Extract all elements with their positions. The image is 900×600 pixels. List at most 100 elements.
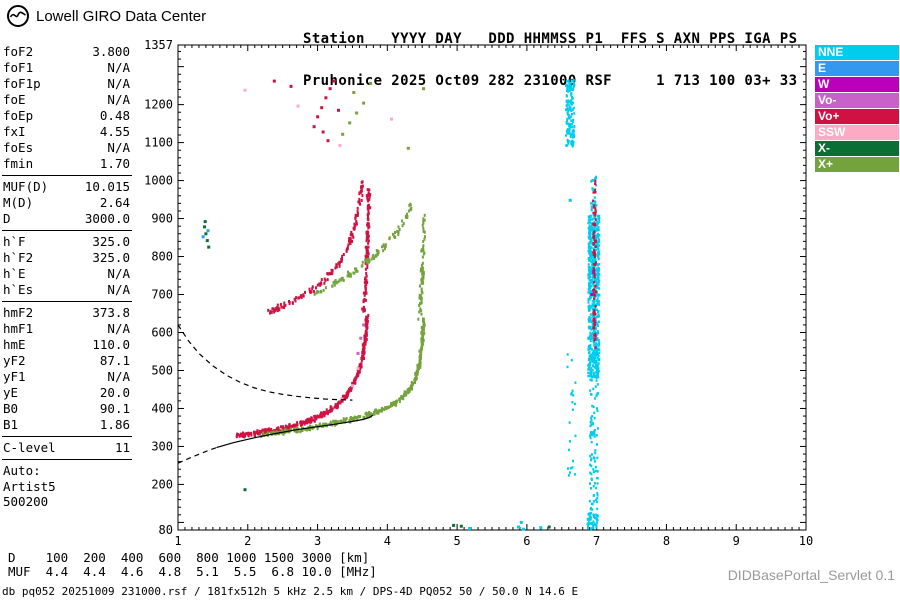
parameter-value: 11 xyxy=(114,440,130,455)
panel-separator xyxy=(2,175,132,176)
parameter-row: hmF1 N/A xyxy=(3,321,130,337)
panel-separator xyxy=(2,436,132,437)
parameter-row: B1 1.86 xyxy=(3,417,130,433)
parameter-label: h`F xyxy=(3,234,26,249)
giro-logo-text: Lowell GIRO Data Center xyxy=(36,7,207,25)
parameter-value: 4.55 xyxy=(99,124,130,139)
legend-item-ssw: SSW xyxy=(815,125,899,140)
parameter-value: 3.800 xyxy=(92,44,130,59)
parameter-row: h`E N/A xyxy=(3,266,130,282)
muf-table-distance-row: D 100 200 400 600 800 1000 1500 3000 [km… xyxy=(8,550,370,565)
polarization-legend: NNE E W Vo- Vo+ SSW X- X+ xyxy=(815,45,899,173)
y-tick-label: 1357 xyxy=(144,38,173,52)
parameter-value: 3000.0 xyxy=(84,211,130,226)
series-left-echo-blue xyxy=(201,229,210,239)
parameter-row: hmE 110.0 xyxy=(3,337,130,353)
parameter-label: foF1p xyxy=(3,76,41,91)
parameter-row: foEp 0.48 xyxy=(3,108,130,124)
parameter-label: h`F2 xyxy=(3,250,34,265)
y-tick-label: 900 xyxy=(151,212,173,226)
parameter-label: C-level xyxy=(3,440,56,455)
parameter-value: 325.0 xyxy=(92,234,130,249)
legend-item-w: W xyxy=(815,77,899,92)
parameter-value: 20.0 xyxy=(99,385,130,400)
parameter-row: yE 20.0 xyxy=(3,385,130,401)
series-interference-6.6-mhz-sparse xyxy=(566,353,577,477)
panel-separator xyxy=(2,230,132,231)
station-header-fields: Station YYYY DAY DDD HHMMSS P1 FFS S AXN… xyxy=(303,31,798,47)
parameter-value: 90.1 xyxy=(99,401,130,416)
series-nne-bottom-dots xyxy=(468,198,572,531)
y-tick-label: 300 xyxy=(151,439,173,453)
parameter-value: N/A xyxy=(107,369,130,384)
parameter-row: fmin 1.70 xyxy=(3,156,130,172)
y-tick-label: 500 xyxy=(151,363,173,377)
series-noise-pink xyxy=(243,88,393,401)
parameter-value: 1.86 xyxy=(99,417,130,432)
parameter-label: h`Es xyxy=(3,282,34,297)
series-stray-dark-green xyxy=(243,488,551,529)
muf-table-muf-row: MUF 4.4 4.4 4.6 4.8 5.1 5.5 6.8 10.0 [MH… xyxy=(8,563,377,579)
parameter-panel: foF2 3.800 foF1 N/A foF1p N/A foE N/A foEp 0.48 fx… xyxy=(2,44,132,510)
y-tick-label: 80 xyxy=(159,523,173,537)
parameter-row: hmF2 373.8 xyxy=(3,305,130,321)
series-x-trace-spread-f xyxy=(417,213,426,321)
parameter-value: N/A xyxy=(107,282,130,297)
x-tick-label: 6 xyxy=(523,534,530,548)
x-tick-label: 4 xyxy=(384,534,391,548)
autoscaling-label: Artist5 xyxy=(3,478,56,494)
parameter-row: foEs N/A xyxy=(3,140,130,156)
parameter-row: foE N/A xyxy=(3,92,130,108)
series-vo-minus-mixed xyxy=(356,323,366,355)
parameter-value: 325.0 xyxy=(92,250,130,265)
parameter-value: 110.0 xyxy=(92,337,130,352)
parameter-label: MUF(D) xyxy=(3,179,49,194)
giro-logo-icon xyxy=(7,5,29,27)
x-tick-label: 5 xyxy=(453,534,460,548)
parameter-row: B0 90.1 xyxy=(3,401,130,417)
parameter-label: hmE xyxy=(3,337,26,352)
parameter-label: hmF1 xyxy=(3,321,34,336)
x-tick-label: 7 xyxy=(593,534,600,548)
parameter-value: N/A xyxy=(107,321,130,336)
legend-item-vo: Vo- xyxy=(815,93,899,108)
parameter-value: 2.64 xyxy=(99,195,130,210)
series-noise-top-green xyxy=(341,81,426,150)
series-x-trace-1st-hop xyxy=(260,317,426,438)
parameter-label: fmin xyxy=(3,156,34,171)
servlet-version-label: DIDBasePortal_Servlet 0.1 xyxy=(727,567,895,583)
parameter-value: N/A xyxy=(107,60,130,75)
panel-separator xyxy=(2,459,132,460)
parameter-row: foF2 3.800 xyxy=(3,44,130,60)
parameter-row: M(D) 2.64 xyxy=(3,195,130,211)
parameter-value: 373.8 xyxy=(92,305,130,320)
series-left-echo-cluster xyxy=(203,220,211,249)
y-tick-label: 600 xyxy=(151,326,173,340)
parameter-value: N/A xyxy=(107,76,130,91)
measurement-info-line: db pq052 20251009 231000.rsf / 181fx512h… xyxy=(2,585,579,598)
y-tick-label: 200 xyxy=(151,477,173,491)
legend-item-vo: Vo+ xyxy=(815,109,899,124)
y-tick-label: 800 xyxy=(151,250,173,264)
parameter-label: yF1 xyxy=(3,369,26,384)
series-w-mixed xyxy=(590,270,596,296)
series-red-strand-in-band xyxy=(592,179,597,349)
legend-item-nne: NNE xyxy=(815,45,899,60)
y-tick-label: 700 xyxy=(151,288,173,302)
parameter-label: D xyxy=(3,211,11,226)
parameter-label: B1 xyxy=(3,417,19,432)
x-tick-label: 8 xyxy=(663,534,670,548)
y-tick-label: 1000 xyxy=(144,174,173,188)
parameter-row: yF2 87.1 xyxy=(3,353,130,369)
x-tick-label: 2 xyxy=(244,534,251,548)
plot-frame xyxy=(177,44,807,531)
parameter-label: yE xyxy=(3,385,19,400)
station-header-values: Pruhonice 2025 Oct09 282 231000 RSF 1 71… xyxy=(303,73,798,89)
curve-profile-extrapolation xyxy=(177,447,217,464)
series-interference-6.6-mhz-high xyxy=(565,79,576,148)
parameter-row: h`Es N/A xyxy=(3,282,130,298)
parameter-value: 87.1 xyxy=(99,353,130,368)
autoscaling-label: Auto: xyxy=(3,463,41,478)
